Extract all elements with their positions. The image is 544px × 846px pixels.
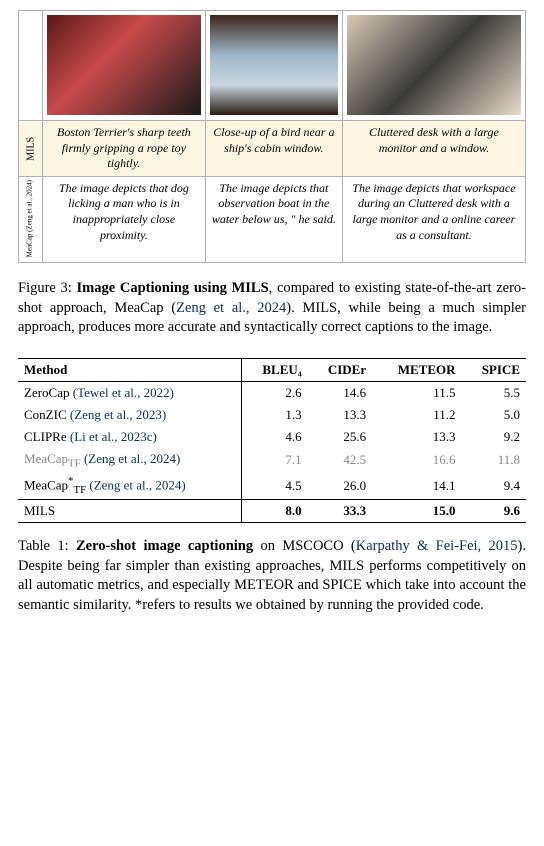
method-cell: MeaCapTF (Zeng et al., 2024): [18, 448, 241, 473]
method-cell: ZeroCap (Tewel et al., 2022): [18, 381, 241, 404]
figure-caption: Figure 3: Image Captioning using MILS, c…: [18, 279, 526, 338]
method-cell: ConZIC (Zeng et al., 2023): [18, 404, 241, 426]
metrics-table: Method BLEU₄ CIDEr METEOR SPICE ZeroCap …: [18, 358, 526, 524]
mils-caption-2: Close-up of a bird near a ship's cabin w…: [205, 121, 342, 177]
metric-cell: 33.3: [308, 500, 372, 523]
table-row: ZeroCap (Tewel et al., 2022)2.614.611.55…: [18, 381, 526, 404]
table-title: Zero-shot image captioning: [76, 538, 253, 554]
metric-cell: 15.0: [372, 500, 461, 523]
meacap-caption-1: The image depicts that dog licking a man…: [43, 176, 206, 262]
figure-title: Image Captioning using MILS: [77, 280, 269, 296]
metric-cell: 7.1: [241, 448, 307, 473]
method-citation[interactable]: (Zeng et al., 2023): [70, 407, 166, 422]
method-cell: CLIPRe (Li et al., 2023c): [18, 426, 241, 448]
example-image-3: [342, 11, 525, 121]
metric-cell: 4.5: [241, 472, 307, 499]
metric-cell: 26.0: [308, 472, 372, 499]
row-header-empty: [19, 11, 43, 121]
metric-cell: 5.5: [462, 381, 526, 404]
metric-cell: 2.6: [241, 381, 307, 404]
metric-cell: 1.3: [241, 404, 307, 426]
metric-cell: 14.1: [372, 472, 461, 499]
metric-cell: 5.0: [462, 404, 526, 426]
metric-cell: 42.5: [308, 448, 372, 473]
method-citation[interactable]: (Li et al., 2023c): [70, 429, 157, 444]
metric-cell: 11.8: [462, 448, 526, 473]
method-citation[interactable]: (Tewel et al., 2022): [73, 385, 174, 400]
table-row: ConZIC (Zeng et al., 2023)1.313.311.25.0: [18, 404, 526, 426]
th-spice: SPICE: [462, 358, 526, 381]
metric-cell: 13.3: [308, 404, 372, 426]
th-meteor: METEOR: [372, 358, 461, 381]
metric-cell: 9.4: [462, 472, 526, 499]
meacap-caption-2: The image depicts that observation boat …: [205, 176, 342, 262]
mils-caption-1: Boston Terrier's sharp teeth firmly grip…: [43, 121, 206, 177]
row-label-mils: MILS: [19, 121, 43, 177]
metric-cell: 13.3: [372, 426, 461, 448]
method-cell: MILS: [18, 500, 241, 523]
table-caption-text-1: on MSCOCO (: [253, 538, 356, 554]
th-bleu: BLEU₄: [241, 358, 307, 381]
row-label-meacap: MeaCap (Zeng et al., 2024): [19, 176, 43, 262]
metric-cell: 25.6: [308, 426, 372, 448]
table-caption: Table 1: Zero-shot image captioning on M…: [18, 537, 526, 615]
metric-cell: 9.6: [462, 500, 526, 523]
mils-caption-3: Cluttered desk with a large monitor and …: [342, 121, 525, 177]
method-cell: MeaCap*TF (Zeng et al., 2024): [18, 472, 241, 499]
table-citation[interactable]: Karpathy & Fei-Fei, 2015: [356, 538, 518, 554]
th-cider: CIDEr: [308, 358, 372, 381]
example-image-2: [205, 11, 342, 121]
metric-cell: 4.6: [241, 426, 307, 448]
metric-cell: 11.5: [372, 381, 461, 404]
table-row: MeaCapTF (Zeng et al., 2024)7.142.516.61…: [18, 448, 526, 473]
meacap-caption-3: The image depicts that workspace during …: [342, 176, 525, 262]
table-row-mils: MILS8.033.315.09.6: [18, 500, 526, 523]
metric-cell: 8.0: [241, 500, 307, 523]
metric-cell: 14.6: [308, 381, 372, 404]
figure-number: Figure 3:: [18, 280, 77, 296]
th-method: Method: [18, 358, 241, 381]
table-number: Table 1:: [18, 538, 76, 554]
figure-citation[interactable]: Zeng et al., 2024: [176, 300, 286, 316]
figure-comparison-table: MILS Boston Terrier's sharp teeth firmly…: [18, 10, 526, 263]
metric-cell: 11.2: [372, 404, 461, 426]
table-row: CLIPRe (Li et al., 2023c)4.625.613.39.2: [18, 426, 526, 448]
metric-cell: 16.6: [372, 448, 461, 473]
method-citation[interactable]: (Zeng et al., 2024): [84, 451, 180, 466]
table-row: MeaCap*TF (Zeng et al., 2024)4.526.014.1…: [18, 472, 526, 499]
metric-cell: 9.2: [462, 426, 526, 448]
example-image-1: [43, 11, 206, 121]
method-citation[interactable]: (Zeng et al., 2024): [89, 478, 185, 493]
